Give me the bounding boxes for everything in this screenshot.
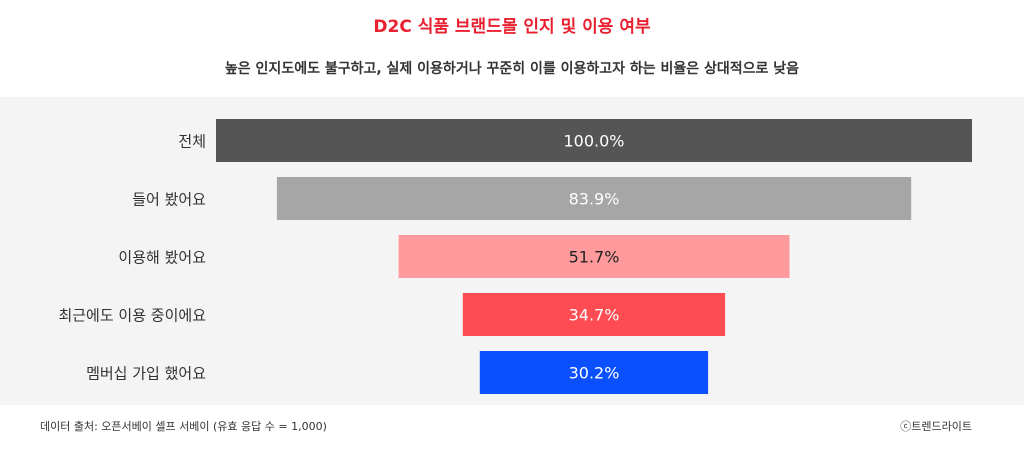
funnel-bar-4 bbox=[462, 293, 726, 336]
bar-value-label-1: 100.0% bbox=[563, 132, 624, 151]
chart-subtitle: 높은 인지도에도 불구하고, 실제 이용하거나 꾸준히 이를 이용하고자 하는 … bbox=[224, 61, 800, 77]
bar-value-label-4: 34.7% bbox=[569, 306, 620, 325]
category-label-5: 멤버십 가입 했어요 bbox=[86, 365, 206, 383]
bar-value-label-2: 83.9% bbox=[569, 190, 620, 209]
copyright-credit: ⓒ트렌드라이트 bbox=[900, 420, 972, 433]
funnel-bar-5 bbox=[479, 351, 709, 394]
funnel-bar-3 bbox=[398, 235, 790, 278]
category-label-4: 최근에도 이용 중이에요 bbox=[58, 307, 206, 325]
category-label-3: 이용해 봤어요 bbox=[118, 249, 206, 267]
bar-value-label-5: 30.2% bbox=[569, 364, 620, 383]
data-source-note: 데이터 출처: 오픈서베이 셀프 서베이 (유효 응답 수 = 1,000) bbox=[40, 420, 327, 433]
category-label-2: 들어 봤어요 bbox=[132, 191, 206, 209]
funnel-chart: 100.0% 전체 83.9% 들어 봤어요 51.7% 이용해 봤어요 34.7% 최근에도… bbox=[58, 119, 972, 394]
chart-title: D2C 식품 브랜드몰 인지 및 이용 여부 bbox=[373, 17, 651, 37]
funnel-bar-2 bbox=[276, 177, 912, 220]
chart-area: 100.0% 전체 83.9% 들어 봤어요 51.7% 이용해 봤어요 34.7% 최근에도… bbox=[0, 97, 1024, 405]
bar-value-label-3: 51.7% bbox=[569, 248, 620, 267]
category-label-1: 전체 bbox=[178, 133, 206, 151]
funnel-bar-1 bbox=[216, 119, 972, 162]
